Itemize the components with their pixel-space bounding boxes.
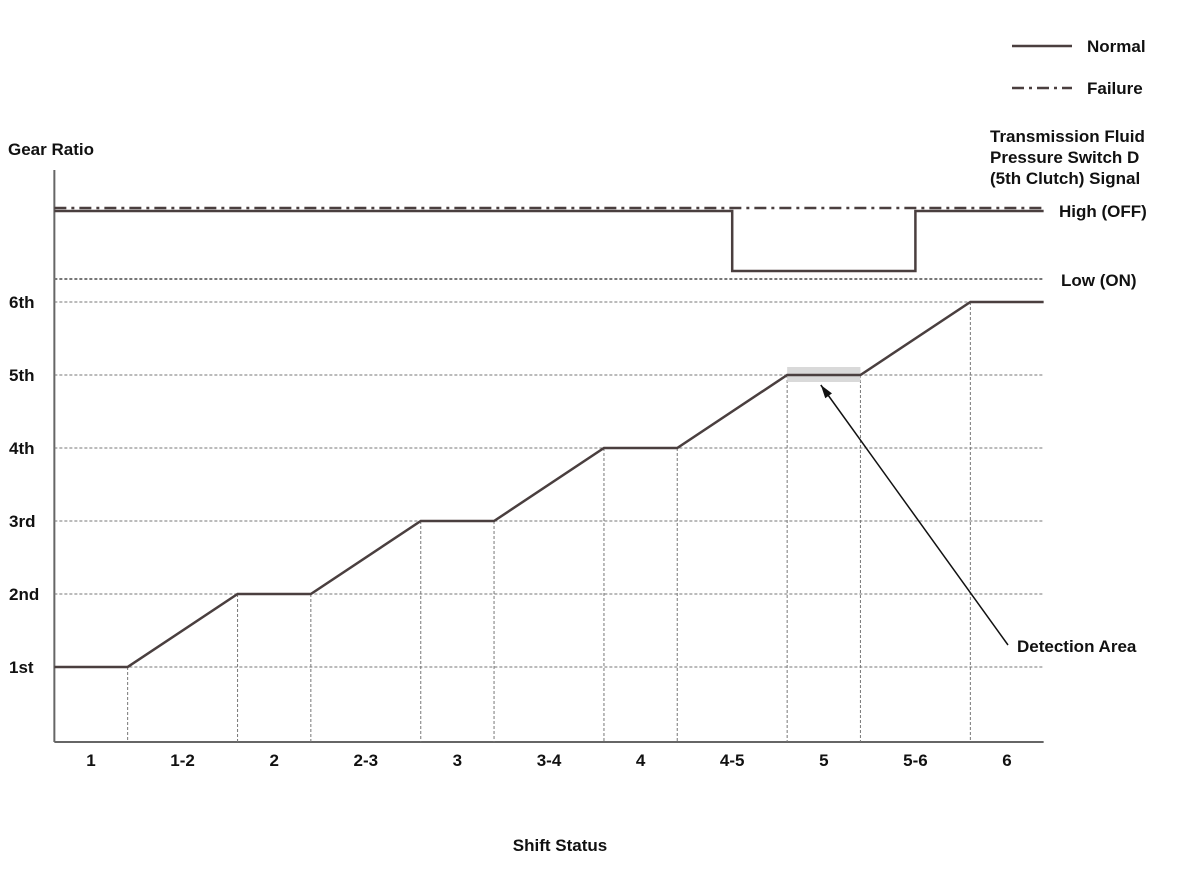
detection-area-label: Detection Area — [1017, 637, 1137, 656]
gear-tick-label: 5th — [9, 366, 35, 385]
shift-tick-label: 5 — [819, 751, 828, 770]
shift-tick-label: 4 — [636, 751, 646, 770]
gear-tick-label: 2nd — [9, 585, 39, 604]
legend-normal-label: Normal — [1087, 37, 1146, 56]
gear-tick-label: 1st — [9, 658, 34, 677]
legend: Normal Failure — [1012, 37, 1146, 98]
shift-tick-label: 2 — [269, 751, 278, 770]
normal-signal-line — [54, 209, 1044, 273]
level-low-label: Low (ON) — [1061, 271, 1137, 290]
y-axis-title: Gear Ratio — [8, 140, 94, 159]
right-axis-title-line3: (5th Clutch) Signal — [990, 169, 1140, 188]
gear-tick-label: 3rd — [9, 512, 35, 531]
shift-tick-label: 2-3 — [354, 751, 379, 770]
legend-failure-label: Failure — [1087, 79, 1143, 98]
right-axis-title-line1: Transmission Fluid — [990, 127, 1145, 146]
gear-tick-label: 6th — [9, 293, 35, 312]
arrowhead-icon — [820, 385, 832, 399]
shift-tick-label: 1-2 — [170, 751, 195, 770]
level-high-label: High (OFF) — [1059, 202, 1147, 221]
shift-tick-label: 3-4 — [537, 751, 562, 770]
shift-tick-label: 1 — [86, 751, 95, 770]
detection-area-arrow — [820, 384, 1009, 646]
shift-tick-label: 4-5 — [720, 751, 745, 770]
shift-tick-label: 3 — [453, 751, 462, 770]
gear-tick-label: 4th — [9, 439, 35, 458]
gear-ratio-line — [54, 300, 1044, 669]
right-axis-title-line2: Pressure Switch D — [990, 148, 1139, 167]
x-axis-title: Shift Status — [513, 836, 607, 855]
shift-tick-label: 5-6 — [903, 751, 928, 770]
shift-tick-label: 6 — [1002, 751, 1011, 770]
